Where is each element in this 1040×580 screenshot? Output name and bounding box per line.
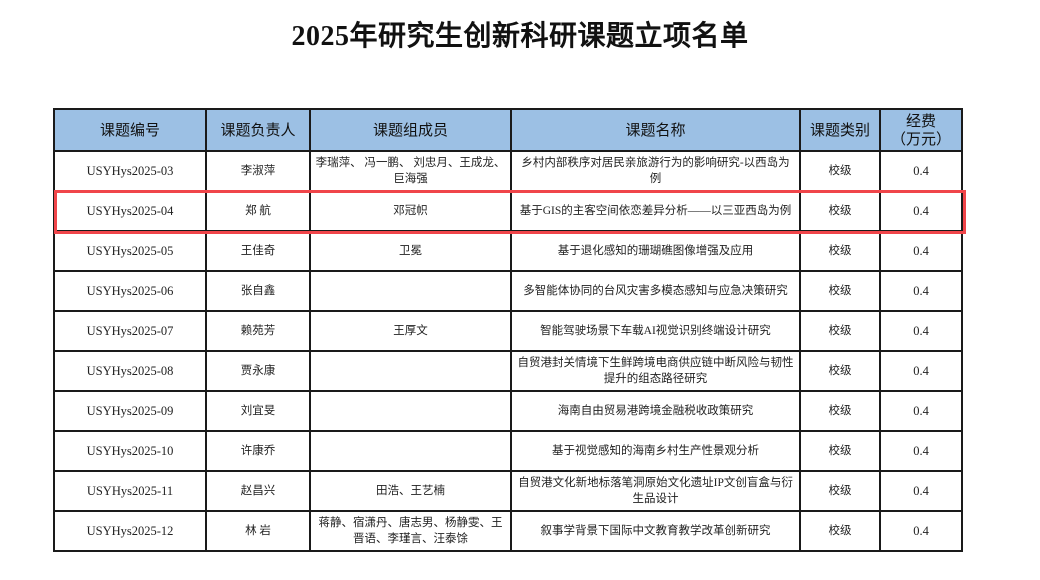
cell-category: 校级: [799, 230, 881, 272]
cell-code: USYHys2025-08: [53, 350, 207, 392]
cell-fee: 0.4: [879, 430, 963, 472]
table-row: USYHys2025-07 赖苑芳 王厚文 智能驾驶场景下车载AI视觉识别终端设计研究…: [53, 310, 963, 352]
cell-members: [309, 350, 512, 392]
cell-code: USYHys2025-09: [53, 390, 207, 432]
cell-members: 王厚文: [309, 310, 512, 352]
header-category: 课题类别: [799, 108, 881, 152]
cell-members: [309, 390, 512, 432]
table-header-row: 课题编号 课题负责人 课题组成员 课题名称 课题类别 经费 （万元）: [53, 108, 963, 152]
cell-members: 蒋静、宿潇丹、唐志男、杨静雯、王晋语、李瑾言、汪泰馀: [309, 510, 512, 552]
cell-category: 校级: [799, 510, 881, 552]
table-row: USYHys2025-08 贾永康 自贸港封关情境下生鲜跨境电商供应链中断风险与韧性…: [53, 350, 963, 392]
cell-members: [309, 430, 512, 472]
cell-fee: 0.4: [879, 230, 963, 272]
table-row: USYHys2025-09 刘宜旻 海南自由贸易港跨境金融税收政策研究 校级 0.4: [53, 390, 963, 432]
table-row: USYHys2025-11 赵昌兴 田浩、王艺楠 自贸港文化新地标落笔洞原始文化遗址I…: [53, 470, 963, 512]
cell-project-name: 自贸港文化新地标落笔洞原始文化遗址IP文创盲盒与衍生品设计: [510, 470, 801, 512]
cell-leader: 李淑萍: [205, 150, 311, 192]
cell-code: USYHys2025-10: [53, 430, 207, 472]
cell-code: USYHys2025-12: [53, 510, 207, 552]
cell-code: USYHys2025-06: [53, 270, 207, 312]
header-leader: 课题负责人: [205, 108, 311, 152]
cell-leader: 张自鑫: [205, 270, 311, 312]
header-fee-line2: （万元）: [890, 130, 951, 148]
cell-category: 校级: [799, 430, 881, 472]
cell-category: 校级: [799, 390, 881, 432]
cell-fee: 0.4: [879, 190, 963, 232]
header-fee-line1: 经费: [905, 112, 936, 130]
header-name: 课题名称: [510, 108, 801, 152]
cell-project-name: 基于GIS的主客空间依恋差异分析——以三亚西岛为例: [510, 190, 801, 232]
table-row: USYHys2025-04 郑 航邓冠帜 基于GIS的主客空间依恋差异分析——以三亚…: [53, 190, 963, 232]
cell-project-name: 基于视觉感知的海南乡村生产性景观分析: [510, 430, 801, 472]
table-row: USYHys2025-06 张自鑫 多智能体协同的台风灾害多模态感知与应急决策研究校…: [53, 270, 963, 312]
table-row: USYHys2025-05 王佳奇 卫冕 基于退化感知的珊瑚礁图像增强及应用 校级 0.4: [53, 230, 963, 272]
cell-members: [309, 270, 512, 312]
cell-fee: 0.4: [879, 310, 963, 352]
cell-project-name: 基于退化感知的珊瑚礁图像增强及应用: [510, 230, 801, 272]
cell-code: USYHys2025-11: [53, 470, 207, 512]
cell-leader: 许康乔: [205, 430, 311, 472]
cell-members: 卫冕: [309, 230, 512, 272]
cell-members: 邓冠帜: [309, 190, 512, 232]
cell-code: USYHys2025-03: [53, 150, 207, 192]
cell-category: 校级: [799, 310, 881, 352]
cell-category: 校级: [799, 190, 881, 232]
cell-leader: 赵昌兴: [205, 470, 311, 512]
header-code: 课题编号: [53, 108, 207, 152]
cell-fee: 0.4: [879, 270, 963, 312]
cell-fee: 0.4: [879, 510, 963, 552]
cell-project-name: 乡村内部秩序对居民亲旅游行为的影响研究-以西岛为例: [510, 150, 801, 192]
cell-leader: 贾永康: [205, 350, 311, 392]
cell-project-name: 多智能体协同的台风灾害多模态感知与应急决策研究: [510, 270, 801, 312]
cell-code: USYHys2025-05: [53, 230, 207, 272]
cell-category: 校级: [799, 350, 881, 392]
cell-category: 校级: [799, 470, 881, 512]
page-title: 2025年研究生创新科研课题立项名单: [291, 21, 749, 52]
cell-fee: 0.4: [879, 470, 963, 512]
cell-leader: 赖苑芳: [205, 310, 311, 352]
header-members: 课题组成员: [309, 108, 512, 152]
table-row: USYHys2025-12 林 岩蒋静、宿潇丹、唐志男、杨静雯、王晋语、李瑾言、汪…: [53, 510, 963, 552]
cell-project-name: 叙事学背景下国际中文教育教学改革创新研究: [510, 510, 801, 552]
table-row: USYHys2025-10 许康乔 基于视觉感知的海南乡村生产性景观分析 校级 0.4: [53, 430, 963, 472]
cell-members: 田浩、王艺楠: [309, 470, 512, 512]
table-row: USYHys2025-03 李淑萍 李瑞萍、 冯一鹏、 刘忠月、王成龙、 巨海强 乡村…: [53, 150, 963, 192]
cell-category: 校级: [799, 270, 881, 312]
cell-project-name: 海南自由贸易港跨境金融税收政策研究: [510, 390, 801, 432]
cell-code: USYHys2025-07: [53, 310, 207, 352]
header-fee: 经费 （万元）: [879, 108, 963, 152]
cell-code: USYHys2025-04: [53, 190, 207, 232]
project-table: 课题编号 课题负责人 课题组成员 课题名称 课题类别 经费 （万元） USYHys…: [53, 108, 963, 552]
cell-leader: 郑 航: [205, 190, 311, 232]
cell-fee: 0.4: [879, 390, 963, 432]
cell-leader: 王佳奇: [205, 230, 311, 272]
cell-project-name: 自贸港封关情境下生鲜跨境电商供应链中断风险与韧性提升的组态路径研究: [510, 350, 801, 392]
cell-leader: 刘宜旻: [205, 390, 311, 432]
cell-leader: 林 岩: [205, 510, 311, 552]
cell-members: 李瑞萍、 冯一鹏、 刘忠月、王成龙、 巨海强: [309, 150, 512, 192]
cell-fee: 0.4: [879, 150, 963, 192]
cell-project-name: 智能驾驶场景下车载AI视觉识别终端设计研究: [510, 310, 801, 352]
cell-fee: 0.4: [879, 350, 963, 392]
cell-category: 校级: [799, 150, 881, 192]
